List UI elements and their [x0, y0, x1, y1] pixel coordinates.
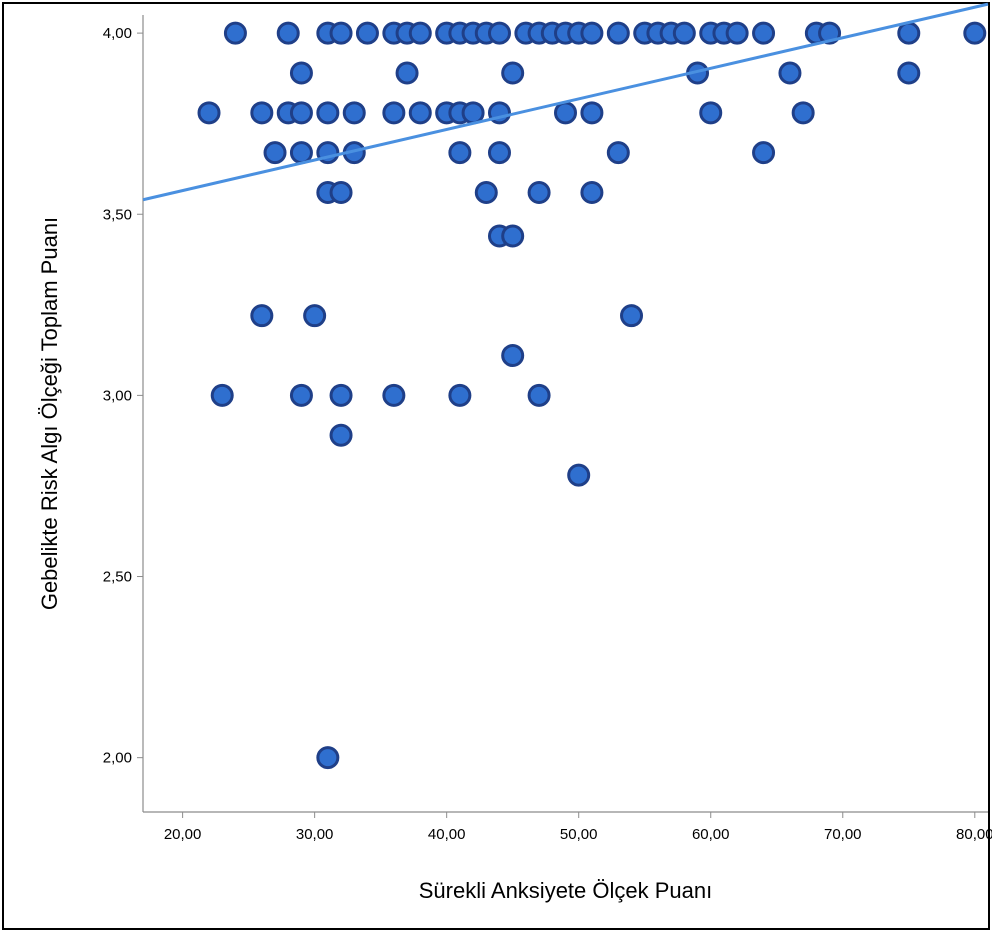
scatter-point — [395, 61, 419, 85]
scatter-point — [303, 304, 327, 328]
x-tick-label: 30,00 — [296, 826, 334, 843]
scatter-point — [448, 141, 472, 165]
scatter-point — [527, 181, 551, 205]
scatter-point — [289, 61, 313, 85]
x-tick-label: 60,00 — [692, 826, 730, 843]
scatter-point — [316, 746, 340, 770]
scatter-point — [501, 224, 525, 248]
scatter-point — [355, 21, 379, 45]
x-tick-label: 80,00 — [956, 826, 992, 843]
plot-area: 20,00 30,00 40,00 50,00 60,00 70,00 80,00 2,00… — [103, 2, 992, 843]
scatter-point — [672, 21, 696, 45]
scatter-point — [580, 101, 604, 125]
scatter-point — [250, 304, 274, 328]
y-tick-label: 3,50 — [103, 206, 132, 223]
scatter-point — [897, 21, 921, 45]
scatter-point — [448, 383, 472, 407]
scatter-point — [567, 463, 591, 487]
scatter-point — [329, 21, 353, 45]
scatter-point — [382, 383, 406, 407]
scatter-point — [752, 21, 776, 45]
x-tick-label: 20,00 — [164, 826, 202, 843]
x-tick-label: 40,00 — [428, 826, 466, 843]
scatter-point — [461, 101, 485, 125]
scatter-point — [606, 21, 630, 45]
scatter-point — [501, 61, 525, 85]
scatter-point — [408, 21, 432, 45]
scatter-point — [725, 21, 749, 45]
fit-line — [142, 2, 989, 202]
scatter-point — [382, 101, 406, 125]
data-points — [197, 21, 987, 770]
x-tick-label: 70,00 — [824, 826, 862, 843]
scatter-point — [580, 21, 604, 45]
scatter-point — [289, 141, 313, 165]
scatter-point — [897, 61, 921, 85]
x-tick-label: 50,00 — [560, 826, 598, 843]
scatter-point — [791, 101, 815, 125]
y-tick-label: 2,00 — [103, 750, 132, 767]
scatter-point — [487, 21, 511, 45]
scatter-point — [276, 21, 300, 45]
scatter-point — [620, 304, 644, 328]
scatter-point — [289, 383, 313, 407]
scatter-point — [963, 21, 987, 45]
scatter-point — [263, 141, 287, 165]
scatter-point — [580, 181, 604, 205]
x-axis-ticks: 20,00 30,00 40,00 50,00 60,00 70,00 80,00 — [164, 812, 992, 843]
y-axis-title: Gebelikte Risk Algı Ölçeği Toplam Puanı — [37, 217, 62, 610]
y-axis-ticks: 2,00 2,50 3,00 3,50 4,00 — [103, 25, 143, 767]
scatter-point — [474, 181, 498, 205]
scatter-point — [699, 101, 723, 125]
scatter-point — [778, 61, 802, 85]
scatter-point — [487, 141, 511, 165]
y-tick-label: 3,00 — [103, 387, 132, 404]
scatter-point — [223, 21, 247, 45]
scatter-point — [210, 383, 234, 407]
scatter-point — [329, 181, 353, 205]
scatter-point — [752, 141, 776, 165]
y-tick-label: 4,00 — [103, 25, 132, 42]
scatter-point — [250, 101, 274, 125]
scatter-point — [554, 101, 577, 125]
scatter-point — [408, 101, 432, 125]
scatter-point — [197, 101, 221, 125]
scatter-point — [329, 383, 353, 407]
scatter-point — [329, 423, 353, 447]
y-tick-label: 2,50 — [103, 569, 132, 586]
scatter-point — [606, 141, 630, 165]
scatter-point — [501, 344, 525, 368]
scatter-point — [818, 21, 842, 45]
scatter-point — [316, 101, 340, 125]
scatter-point — [342, 101, 366, 125]
scatter-point — [527, 383, 551, 407]
x-axis-title: Sürekli Anksiyete Ölçek Puanı — [419, 878, 712, 903]
scatter-point — [289, 101, 313, 125]
